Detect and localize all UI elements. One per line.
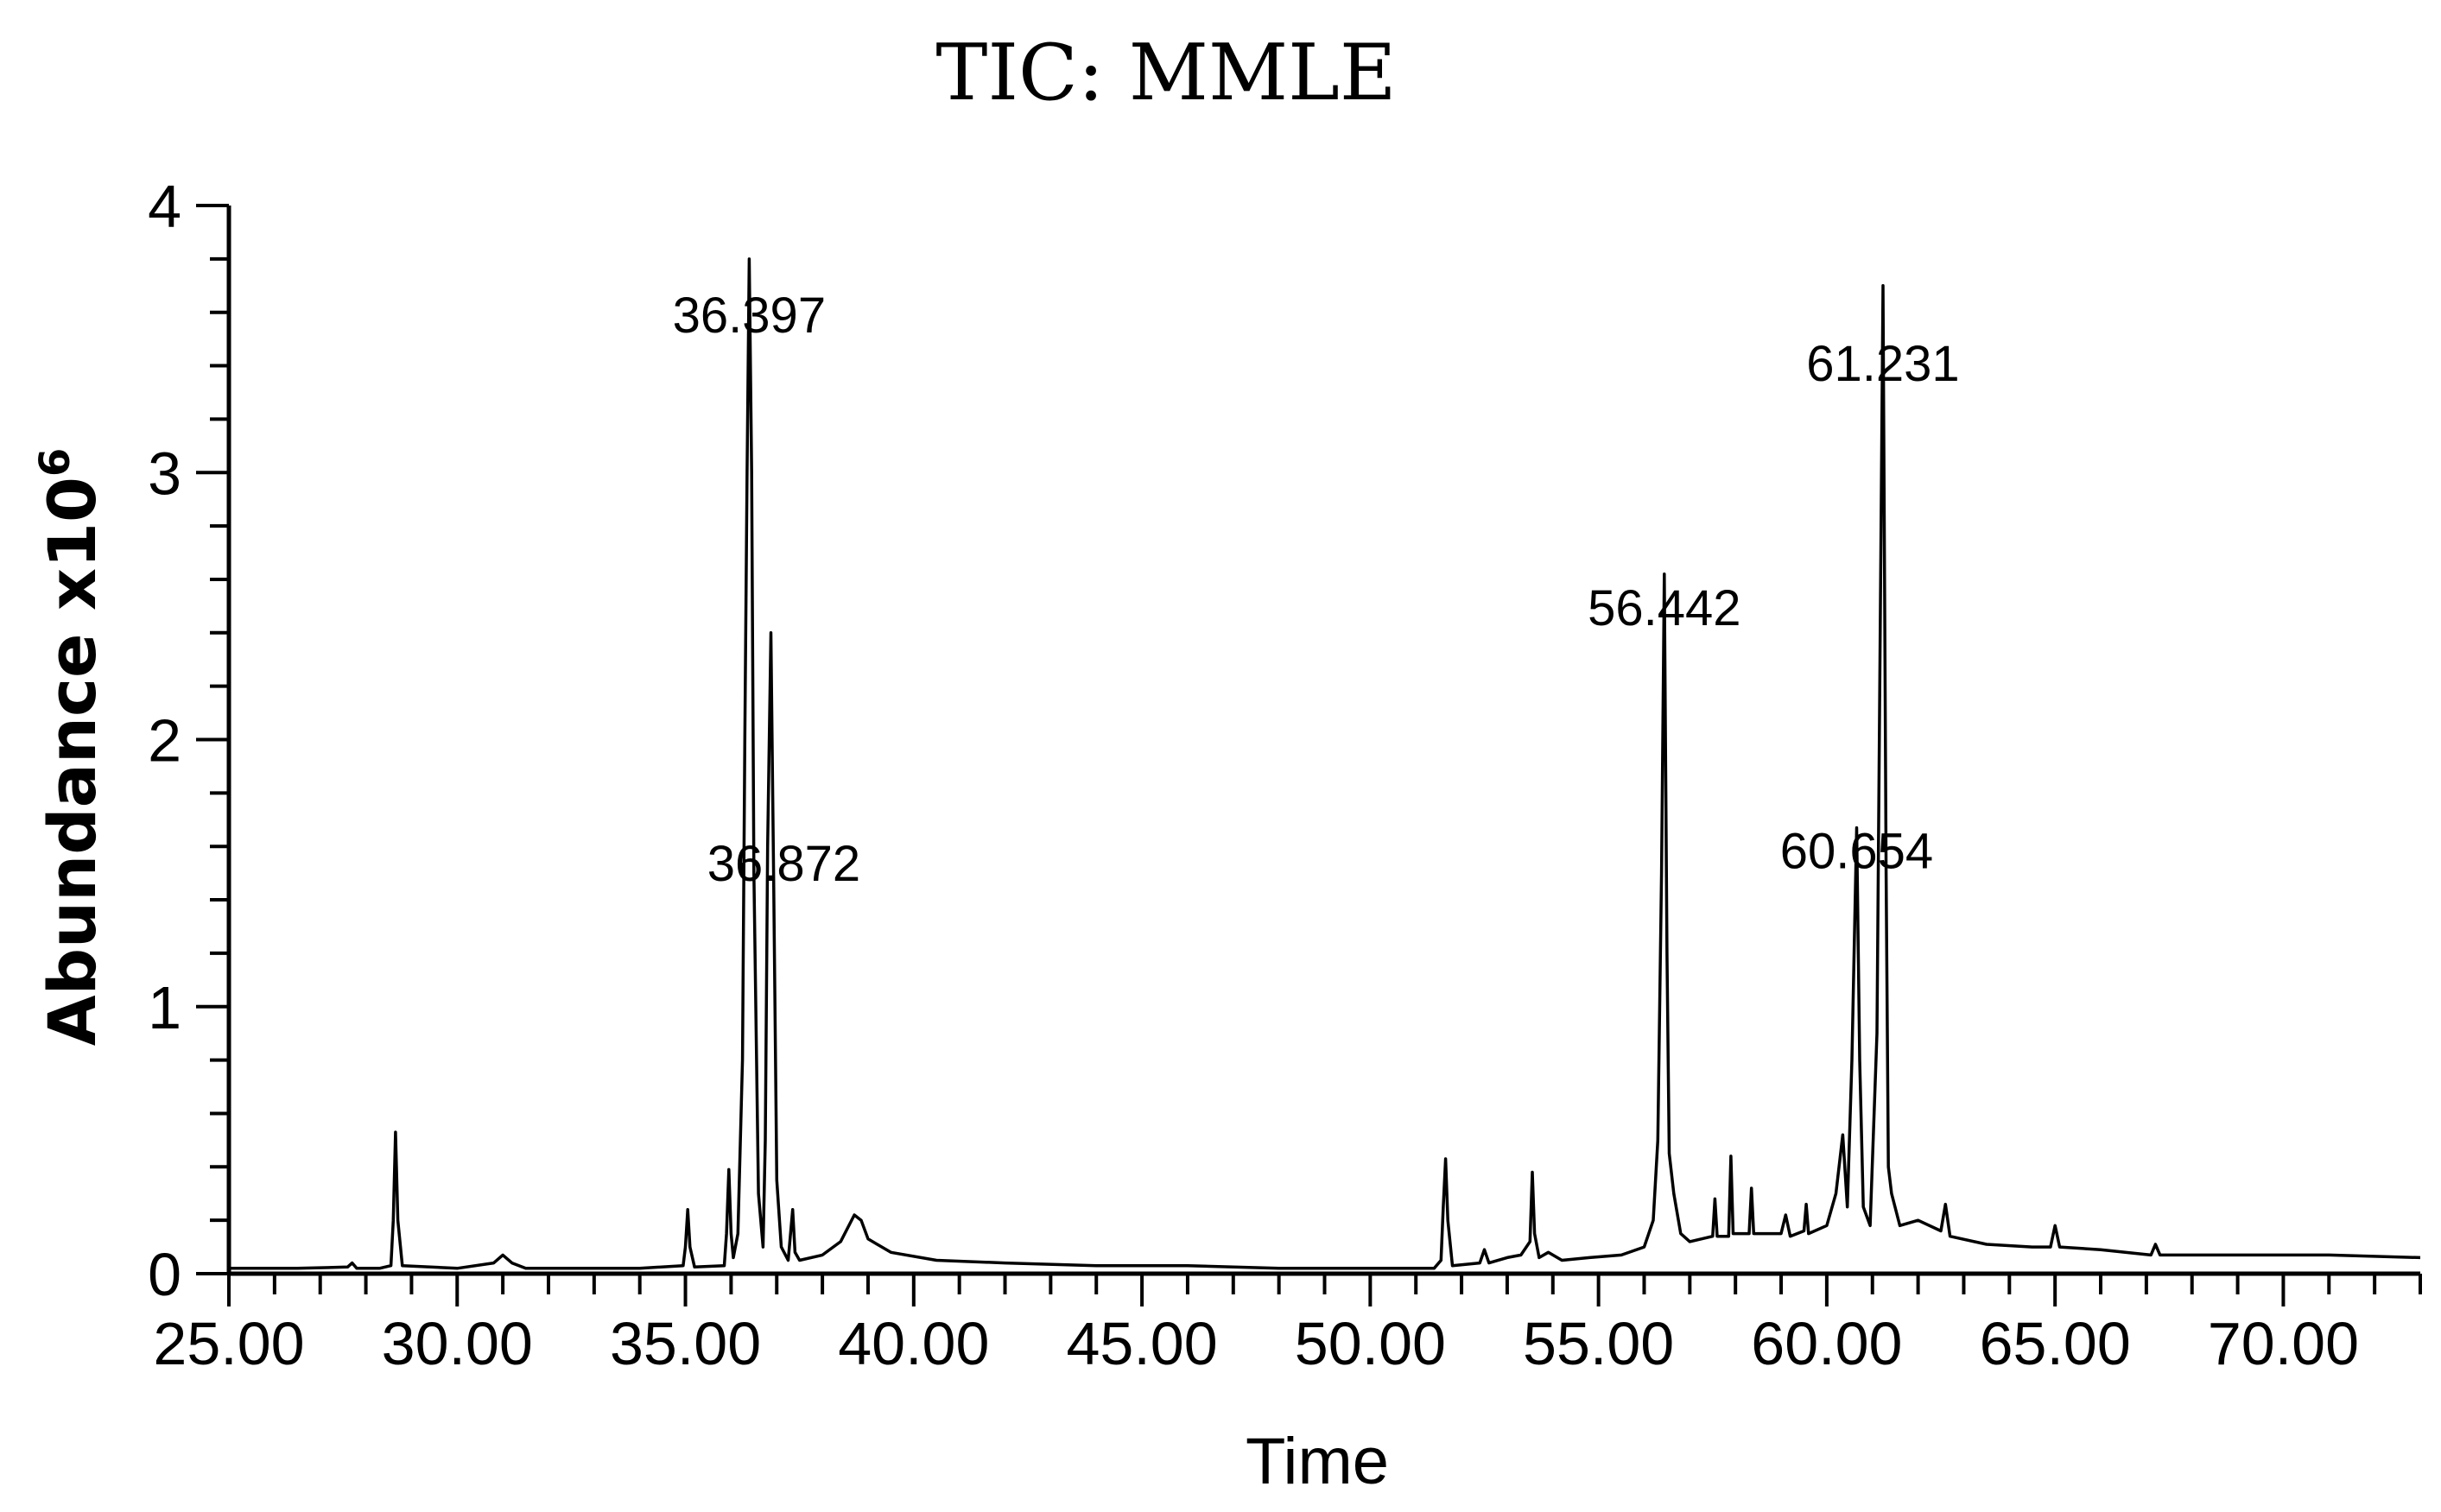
x-tick-label: 25.00 [153, 1310, 304, 1377]
y-tick-label: 1 [148, 974, 181, 1041]
chart-title: TIC: MMLE [935, 28, 1396, 118]
x-tick-label: 50.00 [1295, 1310, 1446, 1377]
axes: 25.00 30.00 35.00 40.00 45.00 50.00 55.00 60.00… [148, 173, 2422, 1377]
peak-label: 60.654 [1780, 824, 1933, 880]
y-tick-label: 2 [148, 707, 181, 775]
x-tick-label: 55.00 [1523, 1310, 1674, 1377]
x-tick-label: 40.00 [838, 1310, 989, 1377]
peak-label: 61.231 [1806, 336, 1959, 392]
x-tick-label: 70.00 [2208, 1310, 2359, 1377]
x-axis-label: Time [1246, 1425, 1389, 1498]
trace-group [229, 257, 2421, 1270]
y-tick-label: 0 [148, 1241, 181, 1308]
peak-label: 36.872 [707, 836, 860, 892]
x-tick-label: 35.00 [610, 1310, 761, 1377]
x-tick-label: 45.00 [1066, 1310, 1217, 1377]
x-tick-label: 60.00 [1751, 1310, 1902, 1377]
y-tick-label: 4 [148, 173, 181, 240]
tic-trace-line [229, 257, 2421, 1270]
peak-label: 36.397 [673, 288, 826, 344]
y-axis-label: Abundance x10 [34, 477, 111, 1046]
peak-labels: 36.397 36.872 56.442 60.654 61.231 [673, 288, 1960, 892]
y-axis-label-exponent: 6 [31, 448, 79, 477]
svg-text:Abundance x106: Abundance x106 [31, 448, 111, 1046]
x-tick-label: 30.00 [382, 1310, 533, 1377]
x-tick-label: 65.00 [1980, 1310, 2131, 1377]
peak-label: 56.442 [1588, 580, 1740, 636]
y-tick-label: 3 [148, 440, 181, 507]
y-axis-label-group: Abundance x106 [31, 448, 111, 1046]
